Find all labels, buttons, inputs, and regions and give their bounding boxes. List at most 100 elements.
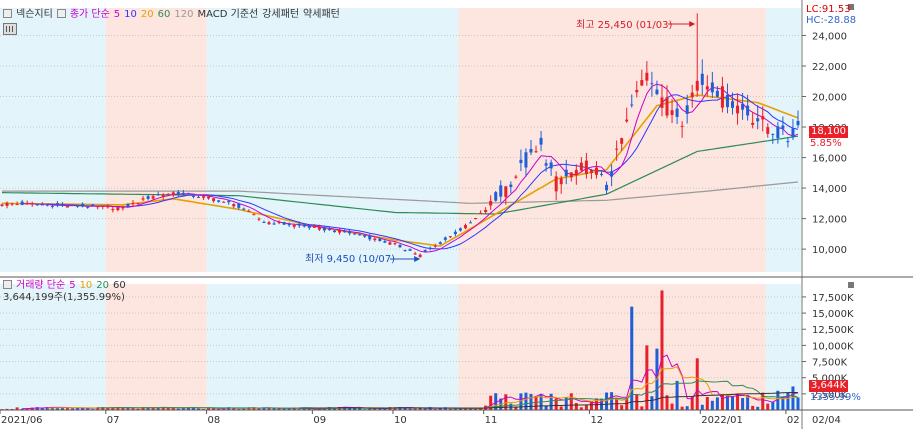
candle-body — [579, 162, 583, 171]
candle-body — [559, 178, 563, 185]
table-icon[interactable] — [3, 23, 17, 35]
volume-bar — [549, 393, 553, 410]
volume-tick-label-2: 7,500K — [812, 358, 848, 369]
candle-body — [438, 242, 442, 245]
volume-bar — [212, 408, 216, 410]
x-tick-label-3: 09 — [313, 415, 326, 426]
volume-bar — [579, 407, 583, 410]
candle-body — [589, 170, 593, 173]
x-tick-label-5: 11 — [485, 415, 498, 426]
volume-tick-label-0: 2,500K — [812, 390, 848, 401]
ma5-line — [22, 83, 799, 253]
stock-name: 넥슨지티 — [16, 9, 53, 20]
candle-body — [761, 116, 765, 120]
candle-body — [207, 196, 211, 199]
candle-body — [720, 86, 724, 108]
candle-body — [262, 221, 266, 223]
legend-toggle-icon[interactable] — [56, 9, 66, 18]
candle-body — [574, 169, 578, 176]
volume-bar — [524, 392, 528, 410]
main-legend-item-6: MACD 기준선 — [197, 9, 259, 20]
candle-body — [594, 167, 598, 175]
volume-bar — [635, 394, 639, 410]
candle-body — [605, 184, 609, 191]
candle-body — [569, 172, 573, 178]
candle-body — [348, 231, 352, 234]
candle-body — [771, 133, 775, 135]
ma20-line — [1, 94, 799, 247]
candle-body — [741, 103, 745, 110]
volume-bar — [96, 407, 100, 410]
candle-body — [635, 89, 639, 93]
volume-bar — [40, 407, 44, 410]
candle-body — [45, 204, 49, 206]
candle-body — [378, 238, 382, 242]
volume-bar — [665, 395, 669, 410]
candle-body — [514, 176, 518, 178]
candle-body — [786, 141, 790, 143]
x-tick-label-0: 2021/06 — [1, 415, 43, 426]
volume-bar — [640, 406, 644, 410]
candle-body — [136, 203, 140, 205]
candle-body — [554, 176, 558, 192]
volume-bar — [196, 408, 200, 410]
candle-body — [237, 203, 241, 208]
volume-bar — [413, 408, 417, 410]
price-tick-label-0: 10,000 — [812, 245, 847, 256]
candle-body — [655, 89, 659, 95]
volume-bar — [393, 407, 397, 410]
volume-bar — [166, 407, 170, 410]
volume-bar — [660, 290, 664, 410]
candle-body — [660, 97, 664, 108]
volume-current-value: 3,644,199주(1,355.99%) — [3, 292, 125, 303]
main-legend-item-5: 120 — [174, 9, 194, 20]
volume-bars — [0, 290, 800, 410]
candle-body — [479, 212, 483, 214]
candle-body — [564, 169, 568, 177]
candle-body — [121, 206, 125, 209]
band-volume-1 — [105, 284, 207, 410]
volume-bar — [751, 405, 755, 410]
volume-legend-item-2: 10 — [79, 280, 93, 291]
candles — [0, 13, 800, 258]
candle-body — [781, 125, 785, 129]
volume-bar — [333, 407, 337, 410]
x-tick-label-7: 2022/01 — [701, 415, 743, 426]
candle-body — [474, 218, 478, 220]
volume-panel-menu-icon[interactable] — [3, 280, 12, 289]
price-tick-label-2: 14,000 — [812, 184, 847, 195]
volume-bar — [564, 397, 568, 410]
candle-body — [469, 222, 473, 224]
lc-label: LC:91.53 — [806, 4, 851, 15]
volume-bar — [282, 408, 286, 410]
candle-body — [312, 226, 316, 228]
candle-body — [161, 194, 165, 197]
volume-bar — [116, 407, 120, 410]
candle-body — [242, 208, 246, 210]
band-volume-2 — [206, 284, 459, 410]
candle-body — [746, 105, 750, 116]
candle-body — [529, 148, 533, 153]
volume-bar — [695, 358, 699, 410]
volume-bar — [690, 396, 694, 410]
candle-body — [353, 233, 357, 235]
volume-bar — [736, 394, 740, 410]
candle-body — [333, 230, 337, 233]
candle-body — [15, 204, 19, 206]
candle-body — [463, 225, 467, 229]
band-price-1 — [105, 8, 207, 272]
volume-bar — [373, 408, 377, 410]
volume-legend-item-0: 거래량 단순 — [16, 280, 66, 291]
candle-body — [141, 198, 145, 200]
candle-body — [524, 152, 528, 168]
volume-bar — [443, 407, 447, 410]
candle-body — [106, 206, 110, 208]
candle-body — [267, 222, 271, 225]
volume-tick-label-6: 17,500K — [812, 293, 854, 304]
candle-body — [519, 159, 523, 164]
candle-body — [363, 235, 367, 237]
candle-body — [338, 230, 342, 233]
panel-menu-icon[interactable] — [3, 9, 12, 18]
candle-body — [156, 194, 160, 196]
